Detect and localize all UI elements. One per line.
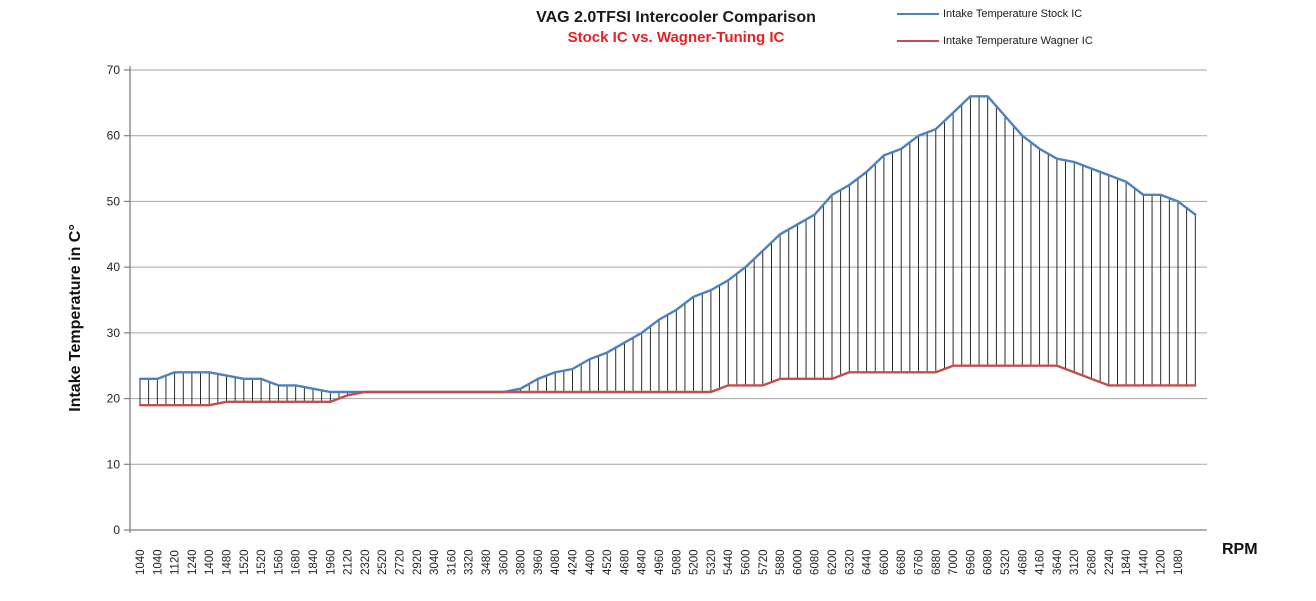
legend-item-wagner: Intake Temperature Wagner IC — [897, 35, 1093, 47]
y-tick-label: 10 — [107, 457, 121, 471]
x-tick-label: 1120 — [170, 550, 182, 575]
x-tick-label: 1840 — [308, 549, 320, 575]
x-tick-label: 3040 — [429, 549, 441, 575]
x-tick-label: 7000 — [948, 549, 960, 575]
legend: Intake Temperature Stock IC Intake Tempe… — [897, 8, 1093, 47]
x-tick-label: 4960 — [654, 549, 666, 575]
x-tick-label: 6680 — [896, 549, 908, 575]
x-tick-label: 2680 — [1087, 549, 1099, 575]
x-tick-label: 3960 — [533, 549, 545, 575]
stock-ic-line — [138, 95, 1197, 394]
x-tick-label: 4680 — [1017, 549, 1029, 575]
x-tick-label: 1400 — [204, 549, 216, 575]
x-tick-label: 4240 — [568, 549, 580, 575]
x-tick-label: 1680 — [291, 549, 303, 575]
x-tick-label: 5600 — [741, 549, 753, 575]
x-tick-label: 3800 — [516, 549, 528, 575]
x-tick-label: 3120 — [1069, 549, 1081, 575]
x-tick-label: 5440 — [723, 549, 735, 575]
legend-label-stock: Intake Temperature Stock IC — [943, 8, 1083, 20]
x-tick-label: 6760 — [914, 549, 926, 575]
x-tick-label: 4520 — [602, 549, 614, 575]
x-tick-label: 1080 — [1173, 549, 1185, 575]
x-tick-label: 3160 — [446, 549, 458, 575]
x-tick-label: 2920 — [412, 549, 424, 575]
x-tick-label: 1040 — [152, 549, 164, 575]
x-tick-label: 6080 — [810, 549, 822, 575]
x-tick-label: 4160 — [1035, 549, 1047, 575]
x-tick-label: 1520 — [256, 549, 268, 575]
x-tick-label: 5200 — [689, 549, 701, 575]
x-tick-label: 6080 — [983, 549, 995, 575]
x-tick-label: 6200 — [827, 549, 839, 575]
x-tick-label: 3320 — [464, 549, 476, 575]
x-tick-label: 1560 — [273, 549, 285, 575]
x-tick-label: 4680 — [619, 549, 631, 575]
x-tick-label: 2120 — [343, 549, 355, 575]
x-tick-label: 1520 — [239, 549, 251, 575]
x-axis-title: RPM — [1222, 541, 1258, 558]
y-tick-label: 60 — [107, 129, 121, 143]
x-tick-label: 4080 — [550, 549, 562, 575]
legend-label-wagner: Intake Temperature Wagner IC — [943, 35, 1093, 47]
x-tick-label: 1480 — [222, 549, 234, 575]
x-tick-label: 5320 — [706, 549, 718, 575]
y-tick-label: 40 — [107, 260, 121, 274]
x-tick-label: 1960 — [325, 549, 337, 575]
y-tick-label: 50 — [107, 194, 121, 208]
x-tick-label: 6960 — [965, 549, 977, 575]
y-tick-label: 0 — [113, 523, 120, 537]
x-tick-label: 2720 — [395, 549, 407, 575]
chart-title: VAG 2.0TFSI Intercooler Comparison — [536, 9, 816, 26]
x-tick-label: 2520 — [377, 549, 389, 575]
x-tick-label: 1440 — [1138, 549, 1150, 575]
x-tick-label: 4840 — [637, 549, 649, 575]
wagner-ic-line — [138, 364, 1197, 407]
x-tick-label: 1840 — [1121, 549, 1133, 575]
x-tick-label: 5880 — [775, 549, 787, 575]
x-tick-label: 5320 — [1000, 549, 1012, 575]
x-tick-label: 5080 — [671, 549, 683, 575]
y-tick-label: 20 — [107, 392, 121, 406]
x-tick-label: 2320 — [360, 549, 372, 575]
x-tick-label: 3640 — [1052, 549, 1064, 575]
x-tick-label: 1200 — [1156, 549, 1168, 575]
x-tick-label: 6320 — [844, 549, 856, 575]
x-tick-label: 1240 — [187, 549, 199, 575]
legend-item-stock: Intake Temperature Stock IC — [897, 8, 1093, 20]
y-tick-label: 70 — [107, 63, 121, 77]
y-tick-label: 30 — [107, 326, 121, 340]
x-tick-label: 3480 — [481, 549, 493, 575]
x-tick-label: 4400 — [585, 549, 597, 575]
chart-subtitle: Stock IC vs. Wagner-Tuning IC — [567, 29, 785, 46]
x-tick-label: 2240 — [1104, 549, 1116, 575]
x-tick-label: 6440 — [862, 549, 874, 575]
x-tick-label: 6000 — [792, 549, 804, 575]
legend-line-swatch-stock — [897, 13, 939, 15]
x-tick-label: 3600 — [498, 549, 510, 575]
x-tick-label: 6600 — [879, 549, 891, 575]
title-block: VAG 2.0TFSI Intercooler Comparison Stock… — [536, 8, 816, 48]
x-tick-label: 6880 — [931, 549, 943, 575]
x-tick-label: 5720 — [758, 549, 770, 575]
x-tick-label: 1040 — [135, 549, 147, 575]
legend-line-swatch-wagner — [897, 40, 939, 42]
